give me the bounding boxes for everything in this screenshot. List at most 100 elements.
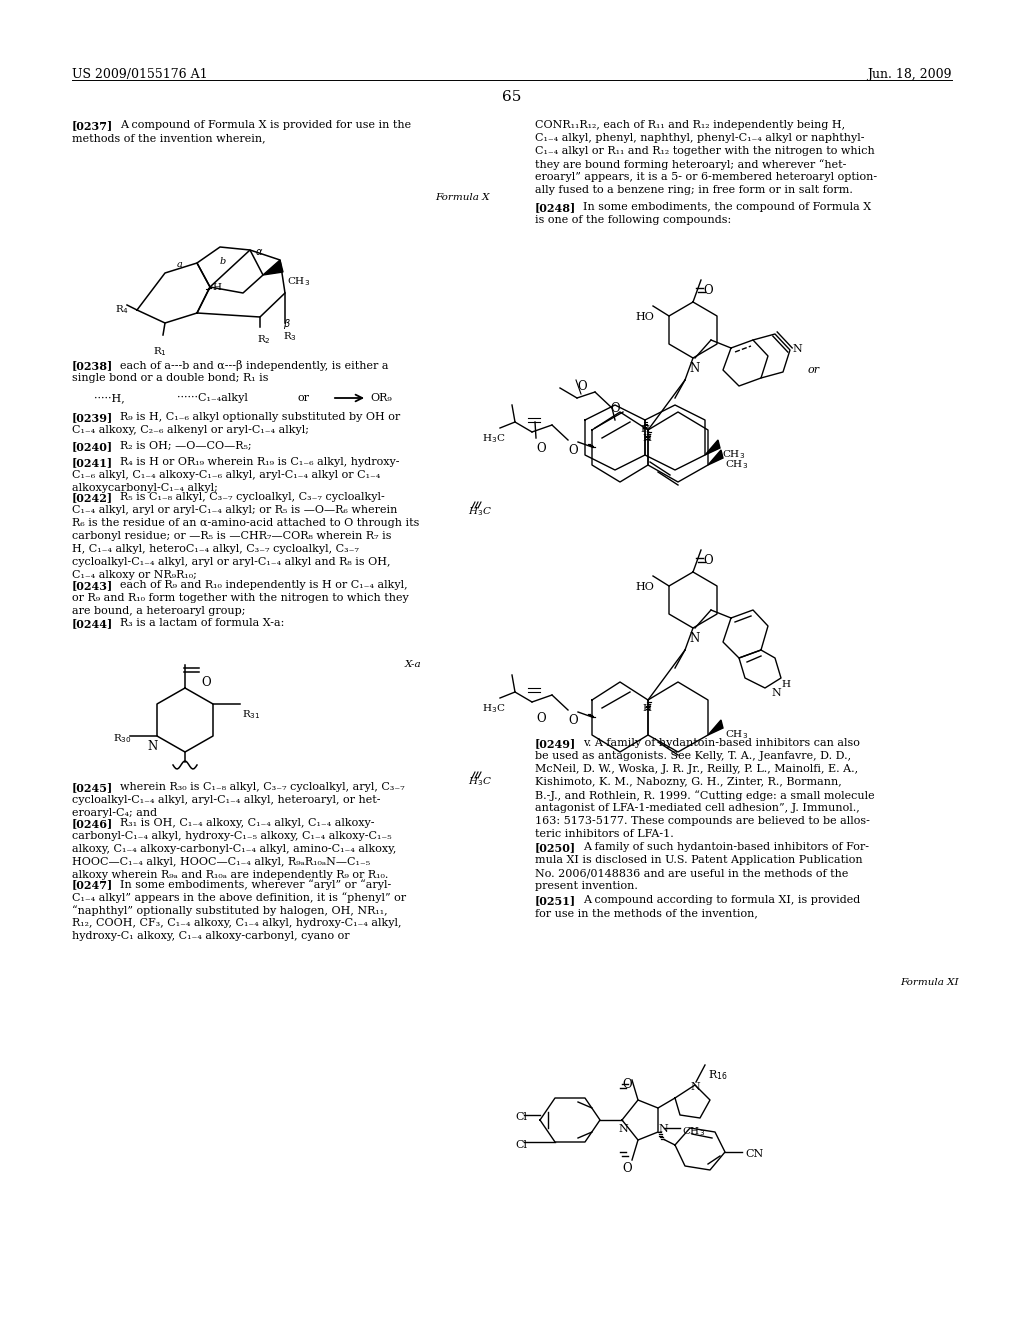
Text: US 2009/0155176 A1: US 2009/0155176 A1 [72, 69, 208, 81]
Text: H: H [781, 680, 790, 689]
Text: Jun. 18, 2009: Jun. 18, 2009 [867, 69, 952, 81]
Text: O: O [703, 554, 713, 568]
Text: McNeil, D. W., Woska, J. R. Jr., Reilly, P. L., Mainolfi, E. A.,: McNeil, D. W., Woska, J. R. Jr., Reilly,… [535, 764, 858, 774]
Polygon shape [708, 450, 723, 465]
Text: [0241]: [0241] [72, 457, 113, 469]
Text: Cl: Cl [515, 1111, 527, 1122]
Text: they are bound forming heteroaryl; and wherever “het-: they are bound forming heteroaryl; and w… [535, 158, 847, 170]
Text: A compound according to formula XI, is provided: A compound according to formula XI, is p… [583, 895, 860, 906]
Text: [0248]: [0248] [535, 202, 577, 213]
Polygon shape [263, 260, 283, 275]
Text: O: O [622, 1162, 632, 1175]
Text: CONR₁₁R₁₂, each of R₁₁ and R₁₂ independently being H,: CONR₁₁R₁₂, each of R₁₁ and R₁₂ independe… [535, 120, 845, 129]
Text: CH$_3$: CH$_3$ [722, 447, 745, 461]
Text: R₃₁ is OH, C₁₋₄ alkoxy, C₁₋₄ alkyl, C₁₋₄ alkoxy-: R₃₁ is OH, C₁₋₄ alkoxy, C₁₋₄ alkyl, C₁₋₄… [120, 818, 375, 828]
Text: R$_{31}$: R$_{31}$ [242, 708, 260, 721]
Text: $\beta$: $\beta$ [283, 317, 291, 331]
Text: 65: 65 [503, 90, 521, 104]
Text: R₆ is the residue of an α-amino-acid attached to O through its: R₆ is the residue of an α-amino-acid att… [72, 517, 420, 528]
Text: C₁₋₄ alkyl” appears in the above definition, it is “phenyl” or: C₁₋₄ alkyl” appears in the above definit… [72, 892, 407, 903]
Text: N: N [147, 741, 158, 752]
Text: carbonyl-C₁₋₄ alkyl, hydroxy-C₁₋₅ alkoxy, C₁₋₄ alkoxy-C₁₋₅: carbonyl-C₁₋₄ alkyl, hydroxy-C₁₋₅ alkoxy… [72, 832, 391, 841]
Text: N: N [689, 362, 699, 375]
Text: R$_4$: R$_4$ [115, 304, 129, 315]
Text: CH$_3$: CH$_3$ [682, 1125, 706, 1138]
Polygon shape [708, 719, 723, 735]
Text: O: O [568, 444, 578, 457]
Text: antagonist of LFA-1-mediated cell adhesion”, J. Immunol.,: antagonist of LFA-1-mediated cell adhesi… [535, 803, 860, 813]
Text: R₄ is H or OR₁₉ wherein R₁₉ is C₁₋₆ alkyl, hydroxy-: R₄ is H or OR₁₉ wherein R₁₉ is C₁₋₆ alky… [120, 457, 399, 467]
Text: or: or [297, 393, 309, 403]
Text: A compound of Formula X is provided for use in the: A compound of Formula X is provided for … [120, 120, 411, 129]
Text: CH$_3$: CH$_3$ [287, 275, 310, 288]
Text: ······C₁₋₄alkyl: ······C₁₋₄alkyl [177, 393, 248, 403]
Text: R$_{16}$: R$_{16}$ [708, 1068, 728, 1082]
Polygon shape [705, 440, 720, 455]
Text: O: O [201, 676, 211, 689]
Text: X-a: X-a [406, 660, 422, 669]
Text: “naphthyl” optionally substituted by halogen, OH, NR₁₁,: “naphthyl” optionally substituted by hal… [72, 906, 388, 916]
Text: C₁₋₄ alkoxy or NR₉R₁₀;: C₁₋₄ alkoxy or NR₉R₁₀; [72, 570, 197, 579]
Text: C₁₋₄ alkoxy, C₂₋₆ alkenyl or aryl-C₁₋₄ alkyl;: C₁₋₄ alkoxy, C₂₋₆ alkenyl or aryl-C₁₋₄ a… [72, 425, 309, 436]
Text: or R₉ and R₁₀ form together with the nitrogen to which they: or R₉ and R₁₀ form together with the nit… [72, 593, 409, 603]
Text: [0240]: [0240] [72, 441, 113, 451]
Text: [0242]: [0242] [72, 492, 113, 503]
Text: eroaryl-C₄; and: eroaryl-C₄; and [72, 808, 157, 818]
Text: H$_3$C: H$_3$C [482, 702, 506, 715]
Text: single bond or a double bond; R₁ is: single bond or a double bond; R₁ is [72, 374, 268, 383]
Text: $\alpha$: $\alpha$ [255, 247, 263, 257]
Text: HO: HO [635, 312, 654, 322]
Text: H: H [212, 282, 221, 292]
Text: N: N [689, 632, 699, 645]
Text: are bound, a heteroaryl group;: are bound, a heteroaryl group; [72, 606, 246, 616]
Text: [0238]: [0238] [72, 360, 114, 371]
Text: teric inhibitors of LFA-1.: teric inhibitors of LFA-1. [535, 829, 674, 840]
Text: R₅ is C₁₋₈ alkyl, C₃₋₇ cycloalkyl, C₃₋₇ cycloalkyl-: R₅ is C₁₋₈ alkyl, C₃₋₇ cycloalkyl, C₃₋₇ … [120, 492, 385, 502]
Text: C₁₋₄ alkyl, aryl or aryl-C₁₋₄ alkyl; or R₅ is —O—R₆ wherein: C₁₋₄ alkyl, aryl or aryl-C₁₋₄ alkyl; or … [72, 506, 397, 515]
Text: N: N [690, 1082, 699, 1092]
Text: for use in the methods of the invention,: for use in the methods of the invention, [535, 908, 758, 917]
Text: hydroxy-C₁ alkoxy, C₁₋₄ alkoxy-carbonyl, cyano or: hydroxy-C₁ alkoxy, C₁₋₄ alkoxy-carbonyl,… [72, 931, 349, 941]
Text: wherein R₃₀ is C₁₋₈ alkyl, C₃₋₇ cycloalkyl, aryl, C₃₋₇: wherein R₃₀ is C₁₋₈ alkyl, C₃₋₇ cycloalk… [120, 781, 404, 792]
Text: cycloalkyl-C₁₋₄ alkyl, aryl-C₁₋₄ alkyl, heteroaryl, or het-: cycloalkyl-C₁₋₄ alkyl, aryl-C₁₋₄ alkyl, … [72, 795, 381, 805]
Text: O: O [577, 380, 587, 393]
Text: R$_{30}$: R$_{30}$ [113, 733, 132, 744]
Text: CN: CN [745, 1148, 763, 1159]
Text: H: H [640, 425, 649, 434]
Text: O: O [568, 714, 578, 727]
Text: CH$_3$: CH$_3$ [725, 458, 749, 471]
Text: [0249]: [0249] [535, 738, 577, 748]
Text: C₁₋₆ alkyl, C₁₋₄ alkoxy-C₁₋₆ alkyl, aryl-C₁₋₄ alkyl or C₁₋₄: C₁₋₆ alkyl, C₁₋₄ alkoxy-C₁₋₆ alkyl, aryl… [72, 470, 380, 480]
Text: each of R₉ and R₁₀ independently is H or C₁₋₄ alkyl,: each of R₉ and R₁₀ independently is H or… [120, 579, 408, 590]
Text: [0247]: [0247] [72, 879, 114, 890]
Text: present invention.: present invention. [535, 880, 638, 891]
Text: HO: HO [635, 582, 654, 591]
Text: [0245]: [0245] [72, 781, 114, 793]
Text: [0246]: [0246] [72, 818, 114, 829]
Text: mula XI is disclosed in U.S. Patent Application Publication: mula XI is disclosed in U.S. Patent Appl… [535, 855, 862, 865]
Text: A family of such hydantoin-based inhibitors of For-: A family of such hydantoin-based inhibit… [583, 842, 869, 851]
Text: or: or [808, 366, 820, 375]
Text: H, C₁₋₄ alkyl, heteroC₁₋₄ alkyl, C₃₋₇ cycloalkyl, C₃₋₇: H, C₁₋₄ alkyl, heteroC₁₋₄ alkyl, C₃₋₇ cy… [72, 544, 359, 554]
Text: is one of the following compounds:: is one of the following compounds: [535, 215, 731, 224]
Text: [0251]: [0251] [535, 895, 577, 906]
Text: R₂ is OH; —O—CO—R₅;: R₂ is OH; —O—CO—R₅; [120, 441, 252, 451]
Text: O: O [536, 711, 546, 725]
Text: In some embodiments, wherever “aryl” or “aryl-: In some embodiments, wherever “aryl” or … [120, 879, 391, 890]
Text: No. 2006/0148836 and are useful in the methods of the: No. 2006/0148836 and are useful in the m… [535, 869, 848, 878]
Text: H$_3$C: H$_3$C [482, 432, 506, 445]
Text: In some embodiments, the compound of Formula X: In some embodiments, the compound of For… [583, 202, 871, 213]
Text: Kishimoto, K. M., Nabozny, G. H., Zinter, R., Bormann,: Kishimoto, K. M., Nabozny, G. H., Zinter… [535, 777, 842, 787]
Text: N: N [771, 688, 780, 698]
Text: be used as antagonists. See Kelly, T. A., Jeanfavre, D. D.,: be used as antagonists. See Kelly, T. A.… [535, 751, 851, 762]
Text: alkoxy wherein R₉ₐ and R₁₀ₐ are independently R₉ or R₁₀.: alkoxy wherein R₉ₐ and R₁₀ₐ are independ… [72, 870, 388, 880]
Text: R₃ is a lactam of formula X-a:: R₃ is a lactam of formula X-a: [120, 618, 285, 628]
Text: N: N [618, 1125, 628, 1134]
Text: N: N [792, 345, 802, 354]
Text: N: N [658, 1125, 668, 1134]
Text: [0250]: [0250] [535, 842, 577, 853]
Text: each of a---b and α---β independently, is either a: each of a---b and α---β independently, i… [120, 360, 388, 371]
Text: HOOC—C₁₋₄ alkyl, HOOC—C₁₋₄ alkyl, R₉ₐR₁₀ₐN—C₁₋₅: HOOC—C₁₋₄ alkyl, HOOC—C₁₋₄ alkyl, R₉ₐR₁₀… [72, 857, 370, 867]
Text: R$_1$: R$_1$ [153, 345, 167, 358]
Text: R$_3$: R$_3$ [283, 330, 297, 343]
